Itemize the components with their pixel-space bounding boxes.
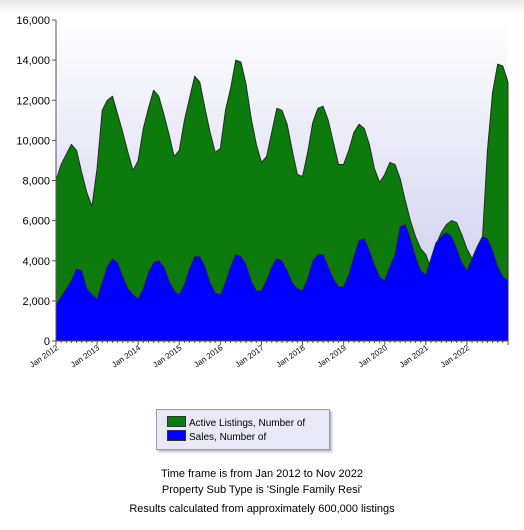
series-area-sales <box>55 224 509 342</box>
x-tick-label: Jan 2016 <box>192 343 225 370</box>
y-tick-label: 16,000 <box>16 15 50 27</box>
y-tick-label: 12,000 <box>16 95 50 107</box>
x-tick-label: Jan 2021 <box>398 343 431 370</box>
x-tick-label: Jan 2015 <box>151 343 184 370</box>
footer-property-sub-type: Property Sub Type is 'Single Family Resi… <box>161 484 363 496</box>
x-tick-label: Jan 2022 <box>439 343 472 370</box>
legend-swatch-sales <box>167 430 186 441</box>
legend-swatch-active-listings <box>167 416 186 427</box>
legend: Active Listings, Number of Sales, Number… <box>156 409 330 450</box>
x-tick-label: Jan 2019 <box>316 343 349 370</box>
footer-results-note: Results calculated from approximately 60… <box>129 503 395 515</box>
y-tick-label: 4,000 <box>22 256 50 268</box>
legend-item-active-listings: Active Listings, Number of <box>167 416 306 429</box>
footer-time-frame: Time frame is from Jan 2012 to Nov 2022 <box>161 468 363 480</box>
x-tick-label: Jan 2020 <box>357 343 390 370</box>
x-tick-label: Jan 2014 <box>110 343 143 370</box>
legend-label-sales: Sales, Number of <box>189 432 267 443</box>
y-tick-label: 6,000 <box>22 216 50 228</box>
legend-label-active-listings: Active Listings, Number of <box>189 418 306 429</box>
y-tick-label: 10,000 <box>16 135 50 147</box>
y-tick-label: 8,000 <box>22 176 50 188</box>
y-tick-label: 14,000 <box>16 55 50 67</box>
legend-item-sales: Sales, Number of <box>167 430 267 443</box>
x-tick-label: Jan 2013 <box>69 343 102 370</box>
y-tick-label: 0 <box>44 336 50 348</box>
y-tick-label: 2,000 <box>22 296 50 308</box>
x-tick-label: Jan 2018 <box>275 343 308 370</box>
x-tick-label: Jan 2017 <box>233 343 266 370</box>
